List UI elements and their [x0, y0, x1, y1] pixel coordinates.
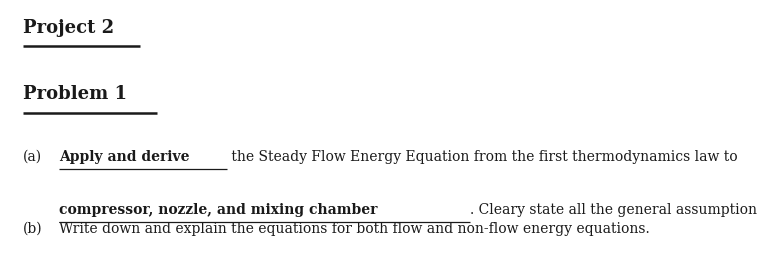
Text: (b): (b) [23, 222, 42, 235]
Text: Write down and explain the equations for both flow and non-flow energy equations: Write down and explain the equations for… [59, 222, 650, 235]
Text: the Steady Flow Energy Equation from the first thermodynamics law to: the Steady Flow Energy Equation from the… [227, 150, 743, 163]
Text: (a): (a) [23, 150, 42, 163]
Text: Apply and derive: Apply and derive [59, 150, 189, 163]
Text: Project 2: Project 2 [23, 19, 114, 37]
Text: . Cleary state all the general assumptions.: . Cleary state all the general assumptio… [470, 203, 757, 217]
Text: compressor, nozzle, and mixing chamber: compressor, nozzle, and mixing chamber [59, 203, 378, 217]
Text: Problem 1: Problem 1 [23, 85, 126, 103]
